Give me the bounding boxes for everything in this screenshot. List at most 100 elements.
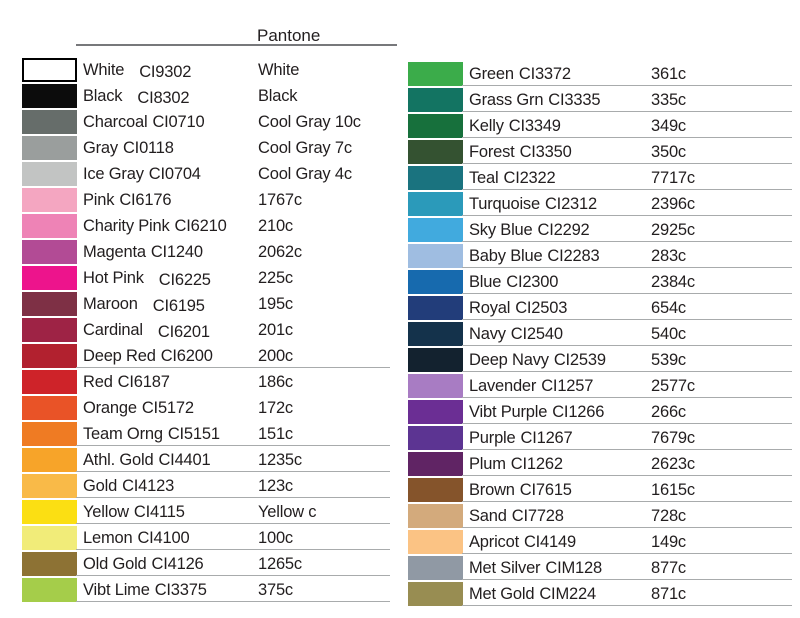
pantone-value: Black [258, 86, 298, 105]
color-row: Pink CI6176 1767c [22, 187, 394, 213]
color-row: Sky Blue CI2292 2925c [408, 217, 792, 243]
color-code: CI7615 [519, 480, 572, 499]
color-code: CI1267 [520, 428, 573, 447]
color-row: Hot Pink CI6225 225c [22, 265, 394, 291]
color-code: CI3375 [154, 580, 207, 599]
pantone-value: 1235c [258, 450, 302, 469]
color-row: Turquoise CI2312 2396c [408, 191, 792, 217]
left-color-column: White CI9302 White Black CI8302 Black Char… [22, 57, 394, 603]
color-row: Orange CI5172 172c [22, 395, 394, 421]
color-code: CI0704 [148, 164, 201, 183]
color-row: Athl. Gold CI4401 1235c [22, 447, 394, 473]
color-code: CI6176 [119, 190, 172, 209]
color-swatch [408, 192, 463, 216]
color-name: Old Gold [83, 554, 147, 573]
pantone-value: 7679c [651, 428, 695, 447]
color-code: CI2540 [510, 324, 563, 343]
row-divider [462, 163, 792, 164]
right-color-column: Green CI3372 361c Grass Grn CI3335 335c Ke… [408, 61, 792, 607]
row-divider [462, 215, 792, 216]
color-row: Red CI6187 186c [22, 369, 394, 395]
color-code: CIM128 [545, 558, 602, 577]
pantone-value: 335c [651, 90, 686, 109]
color-code: CI7728 [511, 506, 564, 525]
color-row: Black CI8302 Black [22, 83, 394, 109]
color-swatch [22, 578, 77, 602]
color-row: Green CI3372 361c [408, 61, 792, 87]
color-swatch [22, 474, 77, 498]
color-row: White CI9302 White [22, 57, 394, 83]
pantone-value: 1615c [651, 480, 695, 499]
row-divider [462, 267, 792, 268]
color-row: Kelly CI3349 349c [408, 113, 792, 139]
pantone-value: 2925c [651, 220, 695, 239]
color-swatch [22, 84, 77, 108]
row-divider [462, 345, 792, 346]
row-divider [462, 449, 792, 450]
pantone-value: 654c [651, 298, 686, 317]
pantone-value: 266c [651, 402, 686, 421]
color-name: Charity Pink [83, 216, 170, 235]
color-name: Orange [83, 398, 137, 417]
row-divider [462, 397, 792, 398]
color-swatch [408, 582, 463, 606]
color-row: Navy CI2540 540c [408, 321, 792, 347]
color-swatch [22, 448, 77, 472]
color-swatch [408, 114, 463, 138]
row-divider [76, 549, 390, 550]
color-name: Black [83, 86, 123, 105]
color-name: Deep Red [83, 346, 156, 365]
color-row: Met Silver CIM128 877c [408, 555, 792, 581]
pantone-value: 1265c [258, 554, 302, 573]
color-swatch [408, 504, 463, 528]
color-swatch [22, 552, 77, 576]
color-code: CI0118 [122, 138, 174, 157]
color-code: CI2312 [544, 194, 597, 213]
pantone-value: 225c [258, 268, 293, 287]
color-name: Vibt Purple [469, 402, 548, 421]
color-name: Green [469, 64, 514, 83]
row-divider [462, 605, 792, 606]
color-swatch [22, 58, 77, 82]
row-divider [462, 501, 792, 502]
pantone-value: Cool Gray 10c [258, 112, 361, 131]
color-row: Plum CI1262 2623c [408, 451, 792, 477]
color-row: Forest CI3350 350c [408, 139, 792, 165]
color-row: Cardinal CI6201 201c [22, 317, 394, 343]
color-name: Lemon [83, 528, 133, 547]
color-swatch [408, 62, 463, 86]
color-name: Maroon [83, 294, 138, 313]
pantone-value: 350c [651, 142, 686, 161]
color-row: Grass Grn CI3335 335c [408, 87, 792, 113]
color-code: CI1266 [552, 402, 605, 421]
pantone-value: 2384c [651, 272, 695, 291]
color-name: Baby Blue [469, 246, 543, 265]
color-name: Apricot [469, 532, 519, 551]
color-name: Pink [83, 190, 115, 209]
color-code: CI0710 [152, 112, 205, 131]
row-divider [462, 553, 792, 554]
pantone-value: 210c [258, 216, 293, 235]
color-swatch [22, 110, 77, 134]
color-name: Team Orng [83, 424, 163, 443]
color-swatch [408, 556, 463, 580]
color-code: CI6201 [157, 322, 210, 341]
color-name: Plum [469, 454, 506, 473]
row-divider [462, 579, 792, 580]
color-code: CI1240 [150, 242, 203, 261]
pantone-value: 361c [651, 64, 686, 83]
color-swatch [408, 452, 463, 476]
color-row: Old Gold CI4126 1265c [22, 551, 394, 577]
pantone-value: 349c [651, 116, 686, 135]
color-name: Deep Navy [469, 350, 549, 369]
color-name: White [83, 60, 125, 79]
color-swatch [408, 374, 463, 398]
color-code: CI4115 [133, 502, 185, 521]
color-code: CI4126 [151, 554, 204, 573]
row-divider [462, 475, 792, 476]
color-name: Athl. Gold [83, 450, 154, 469]
color-swatch [408, 218, 463, 242]
color-row: Gray CI0118 Cool Gray 7c [22, 135, 394, 161]
color-name: Magenta [83, 242, 146, 261]
pantone-value: Cool Gray 4c [258, 164, 352, 183]
